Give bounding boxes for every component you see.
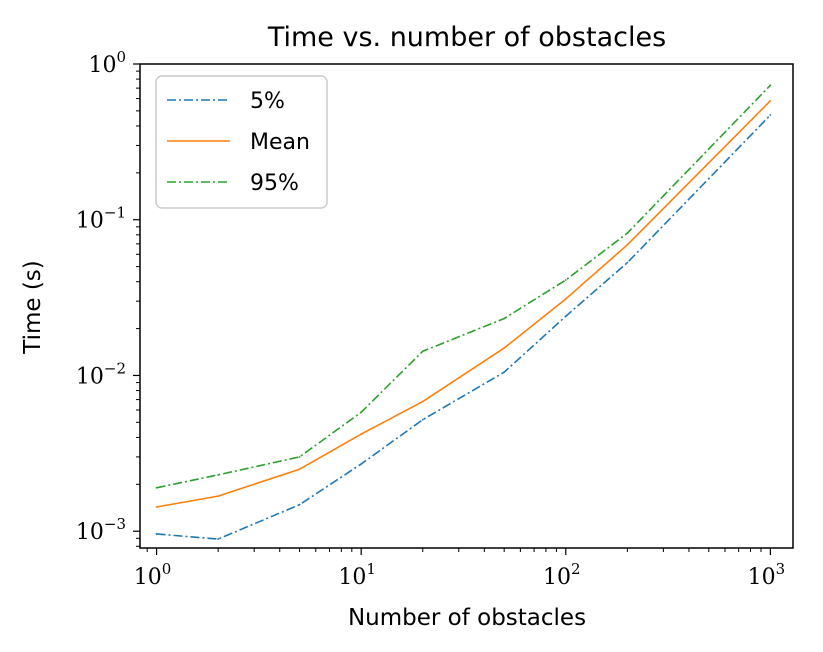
data-point-2-1: [217, 473, 220, 476]
data-point-1-6: [564, 298, 567, 300]
data-point-1-0: [155, 506, 158, 508]
y-tick-label-0: 10−3: [76, 515, 126, 545]
legend: 5% Mean 95%: [155, 75, 328, 209]
data-point-0-6: [564, 315, 567, 318]
x-tick-label-0: 100: [134, 560, 172, 590]
y-tick-label-2: 10−1: [76, 204, 126, 234]
series-line-0: [156, 114, 771, 540]
data-point-1-4: [421, 400, 424, 403]
x-tick-label-1: 101: [338, 560, 376, 590]
x-axis-label: Number of obstacles: [348, 605, 586, 631]
series-layer: [155, 84, 772, 540]
data-point-2-6: [564, 279, 567, 281]
data-point-1-1: [217, 495, 220, 498]
data-point-2-7: [626, 232, 629, 235]
y-tick-label-1: 10−2: [76, 359, 126, 389]
plot-frame: [139, 63, 794, 549]
y-tick-label-3: 100: [88, 48, 126, 78]
data-point-1-7: [626, 243, 629, 246]
data-point-2-8: [769, 84, 772, 87]
data-point-1-2: [298, 468, 301, 471]
data-point-0-8: [769, 114, 772, 116]
data-point-0-0: [155, 533, 158, 535]
data-point-0-4: [421, 418, 424, 421]
legend-label-mean: Mean: [250, 130, 310, 155]
data-point-0-7: [626, 261, 629, 264]
data-point-0-1: [217, 538, 220, 540]
chart-title: Time vs. number of obstacles: [267, 22, 666, 53]
data-point-1-5: [503, 347, 506, 349]
y-axis-label: Time (s): [20, 260, 46, 355]
legend-box: [155, 75, 328, 209]
legend-label-5pct: 5%: [250, 89, 285, 114]
data-point-2-2: [298, 455, 301, 458]
data-point-1-8: [769, 99, 772, 102]
ticks-layer: 100 101 102 103 10−3 10−2 10−1 100: [76, 48, 785, 590]
data-point-0-3: [360, 463, 363, 465]
data-point-2-3: [360, 411, 363, 414]
data-point-0-5: [503, 371, 506, 374]
data-point-2-4: [421, 350, 424, 353]
x-tick-label-3: 103: [748, 560, 786, 590]
data-point-2-0: [155, 486, 158, 489]
data-point-2-5: [503, 317, 506, 320]
legend-label-95pct: 95%: [250, 171, 299, 196]
x-tick-label-2: 102: [543, 560, 581, 590]
data-point-1-3: [360, 433, 363, 436]
data-point-0-2: [298, 503, 301, 506]
